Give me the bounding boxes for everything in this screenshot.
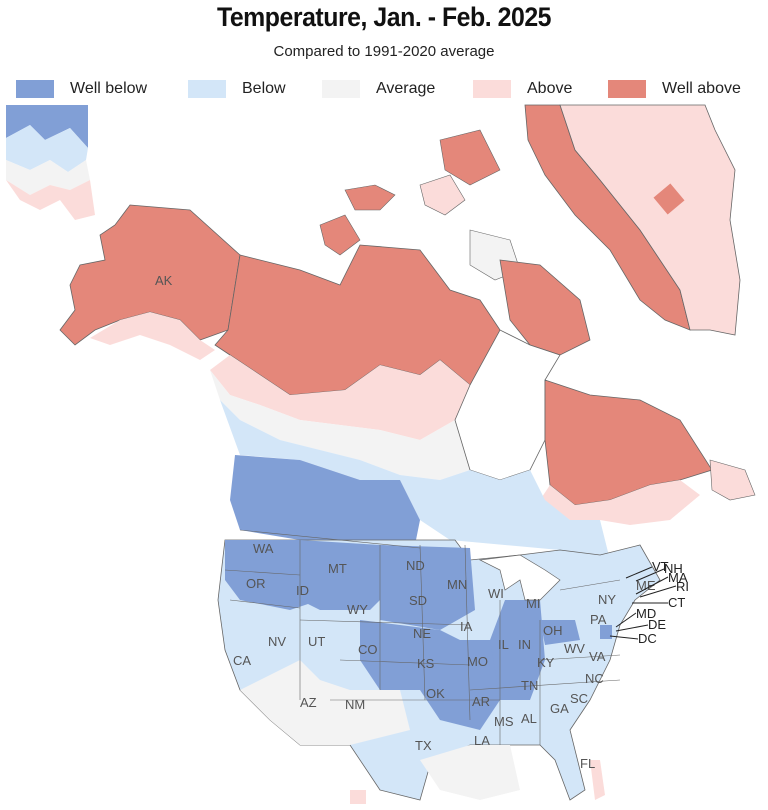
state-label-mi: MI (526, 596, 540, 611)
legend-label: Above (527, 80, 573, 97)
state-label-ne: NE (413, 626, 431, 641)
region-dakotas-well-below (380, 545, 475, 630)
legend-label: Average (376, 80, 436, 97)
region-pnw-well-below (225, 540, 320, 610)
region-siberia-below (6, 125, 88, 172)
state-label-nc: NC (585, 671, 604, 686)
region-canada-average-band (210, 370, 470, 480)
state-label-tx: TX (415, 738, 432, 753)
state-label-dc: DC (638, 631, 657, 646)
state-label-la: LA (474, 733, 490, 748)
region-fl-above (590, 760, 605, 800)
legend-item-above: Above (473, 78, 572, 100)
legend-label: Well above (662, 80, 741, 97)
state-label-nh: NH (664, 561, 683, 576)
region-arctic-islands-4 (439, 129, 501, 186)
state-label-ut: UT (308, 634, 325, 649)
state-label-de: DE (648, 617, 666, 632)
state-label-ca: CA (233, 653, 251, 668)
state-label-ks: KS (417, 656, 435, 671)
state-label-fl: FL (580, 756, 595, 771)
region-great-lakes (478, 554, 561, 601)
region-dc-well-below (600, 625, 612, 639)
legend-swatch-average (322, 80, 360, 98)
region-in-well-below (490, 600, 545, 700)
legend-item-average: Average (322, 78, 435, 100)
state-label-or: OR (246, 576, 266, 591)
region-mexico-above (350, 790, 366, 804)
state-label-vt: VT (652, 559, 669, 574)
legend-label: Well below (70, 80, 148, 97)
region-sw-average (240, 660, 410, 745)
region-siberia-well-below (6, 105, 88, 148)
state-label-il: IL (498, 637, 509, 652)
region-greenland-above (559, 104, 741, 336)
state-label-wa: WA (253, 541, 274, 556)
region-arctic-islands-2 (344, 184, 396, 211)
state-label-va: VA (589, 649, 606, 664)
state-label-tn: TN (521, 678, 538, 693)
state-label-ri: RI (676, 579, 689, 594)
chart-subtitle: Compared to 1991-2020 average (273, 43, 495, 60)
state-label-ms: MS (494, 714, 514, 729)
temperature-map: AK WA OR CA ID NV MT WY UT AZ CO NM ND S… (6, 104, 756, 804)
region-baffin (499, 259, 591, 356)
state-label-nv: NV (268, 634, 286, 649)
region-canada-above-band (210, 355, 470, 440)
state-label-pa: PA (590, 612, 607, 627)
region-plains-well-below (360, 620, 530, 730)
state-label-ky: KY (537, 655, 555, 670)
state-label-al: AL (521, 711, 537, 726)
legend-item-well-below: Well below (16, 78, 147, 100)
state-label-sd: SD (409, 593, 427, 608)
region-arctic-islands-3 (419, 174, 466, 216)
region-siberia-average (6, 160, 90, 195)
state-label-ct: CT (668, 595, 685, 610)
state-label-nm: NM (345, 697, 365, 712)
region-canada-below-band (220, 400, 610, 560)
region-oh-well-below (540, 620, 580, 645)
legend-label: Below (242, 80, 286, 97)
region-north-canada (214, 244, 501, 396)
region-arctic-islands (319, 214, 361, 256)
state-label-ak: AK (155, 273, 173, 288)
legend: Well below Below Average Above Well abov… (0, 78, 768, 100)
legend-item-well-above: Well above (608, 78, 741, 100)
state-label-wy: WY (347, 602, 368, 617)
legend-swatch-well-below (16, 80, 54, 98)
legend-swatch-well-above (608, 80, 646, 98)
state-label-in: IN (518, 637, 531, 652)
legend-item-below: Below (188, 78, 286, 100)
state-label-ga: GA (550, 701, 569, 716)
region-alaska-above (90, 312, 215, 360)
region-tx-average (420, 745, 520, 800)
state-label-me: ME (636, 578, 656, 593)
state-label-mo: MO (467, 654, 488, 669)
region-canada-well-below (230, 455, 420, 545)
region-siberia-above (6, 180, 95, 220)
state-label-wi: WI (488, 586, 504, 601)
state-label-md: MD (636, 606, 656, 621)
state-label-mt: MT (328, 561, 347, 576)
state-label-mn: MN (447, 577, 467, 592)
state-label-wv: WV (564, 641, 585, 656)
region-quebec-above-band (540, 480, 700, 525)
region-greenland-hotspot (653, 183, 685, 215)
state-label-co: CO (358, 642, 378, 657)
state-label-ma: MA (668, 570, 688, 585)
state-label-nd: ND (406, 558, 425, 573)
state-label-oh: OH (543, 623, 563, 638)
legend-swatch-below (188, 80, 226, 98)
legend-swatch-above (473, 80, 511, 98)
state-label-ok: OK (426, 686, 445, 701)
state-label-sc: SC (570, 691, 588, 706)
chart-title: Temperature, Jan. - Feb. 2025 (216, 2, 552, 32)
state-label-az: AZ (300, 695, 317, 710)
state-label-ia: IA (460, 619, 473, 634)
state-label-ny: NY (598, 592, 616, 607)
state-label-id: ID (296, 583, 309, 598)
region-newfoundland (709, 459, 756, 501)
state-label-ar: AR (472, 694, 490, 709)
